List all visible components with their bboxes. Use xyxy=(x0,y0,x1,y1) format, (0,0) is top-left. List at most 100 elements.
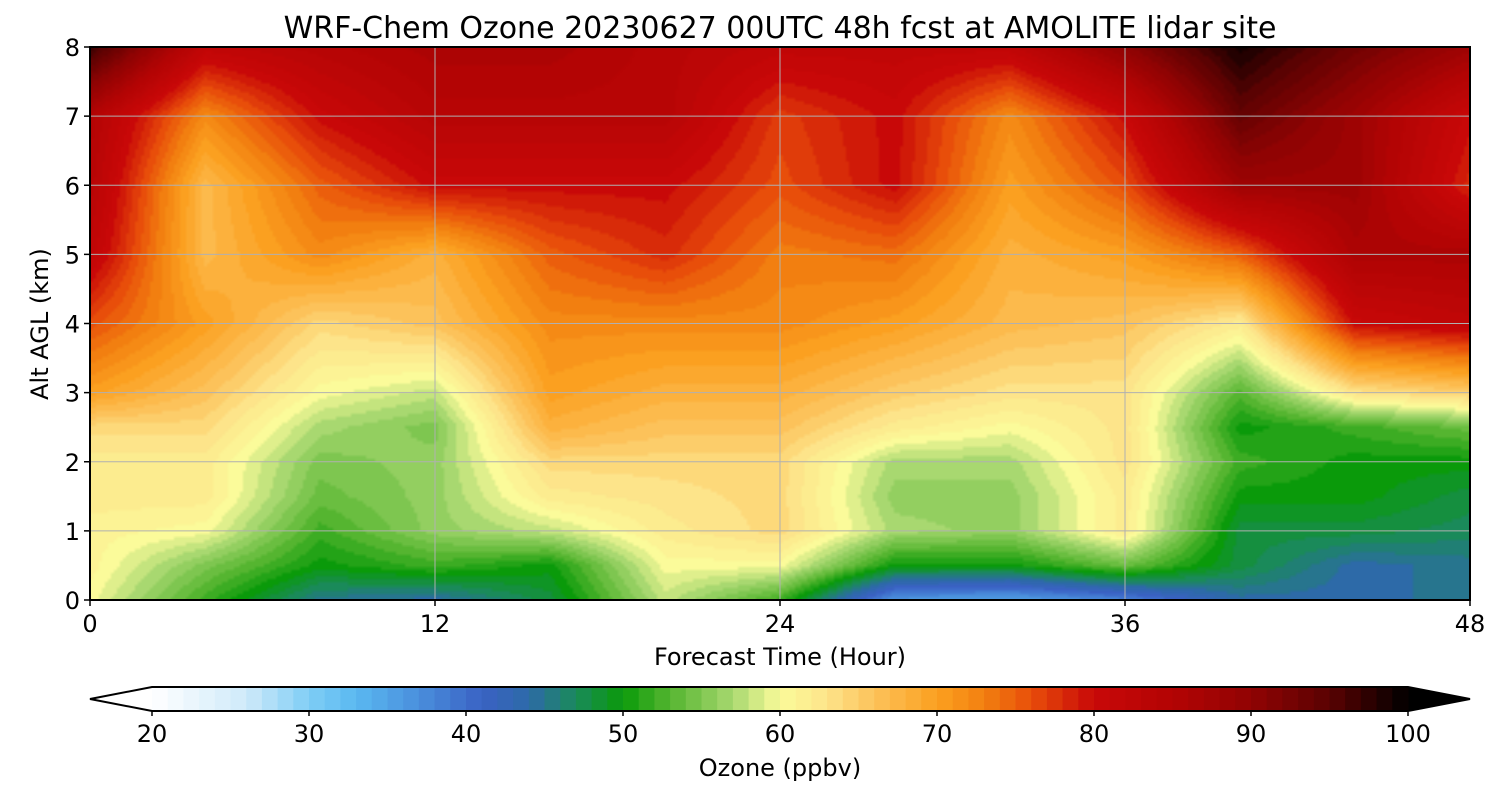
colorbar-level xyxy=(575,687,593,711)
colorbar-level xyxy=(544,687,561,711)
colorbar-tick-label: 20 xyxy=(137,720,168,748)
colorbar-tick-label: 100 xyxy=(1385,720,1431,748)
colorbar-level xyxy=(591,687,608,711)
colorbar-level xyxy=(293,687,310,711)
y-axis-label: Alt AGL (km) xyxy=(26,248,54,400)
colorbar-level xyxy=(466,687,483,711)
colorbar-label: Ozone (ppbv) xyxy=(699,754,861,782)
y-axis-ticks: 0 1 2 3 4 5 6 7 8 xyxy=(65,34,90,615)
colorbar-level xyxy=(513,687,530,711)
colorbar-level xyxy=(1235,687,1252,711)
colorbar-level xyxy=(418,687,436,711)
colorbar-level xyxy=(214,687,232,711)
colorbar-level xyxy=(340,687,357,711)
x-axis-label: Forecast Time (Hour) xyxy=(654,643,906,671)
y-tick-label: 0 xyxy=(65,587,80,615)
colorbar-level xyxy=(701,687,718,711)
colorbar-level xyxy=(1313,687,1331,711)
colorbar-level xyxy=(795,687,812,711)
x-tick-label: 12 xyxy=(420,610,451,638)
colorbar-level xyxy=(167,687,184,711)
colorbar-level xyxy=(968,687,985,711)
colorbar-level xyxy=(1031,687,1048,711)
colorbar-level xyxy=(717,687,734,711)
colorbar-level xyxy=(309,687,326,711)
colorbar-level xyxy=(1203,687,1221,711)
colorbar-level xyxy=(434,687,451,711)
colorbar-level xyxy=(952,687,969,711)
colorbar-level xyxy=(450,687,467,711)
colorbar-level xyxy=(246,687,263,711)
colorbar-level xyxy=(1282,687,1299,711)
y-tick-label: 8 xyxy=(65,34,80,62)
colorbar-level xyxy=(638,687,655,711)
colorbar-level xyxy=(199,687,216,711)
colorbar-level xyxy=(780,687,797,711)
colorbar-level xyxy=(858,687,875,711)
colorbar-level xyxy=(732,687,750,711)
colorbar-level xyxy=(1360,687,1378,711)
colorbar-level xyxy=(1062,687,1079,711)
y-tick-label: 5 xyxy=(65,241,80,269)
colorbar-tick-label: 70 xyxy=(922,720,953,748)
colorbar-level xyxy=(1345,687,1362,711)
colorbar-tick-label: 90 xyxy=(1236,720,1267,748)
colorbar-level xyxy=(183,687,200,711)
colorbar-level xyxy=(560,687,577,711)
colorbar-tick-label: 50 xyxy=(608,720,639,748)
colorbar-level xyxy=(528,687,546,711)
colorbar-level xyxy=(1251,687,1268,711)
x-tick-label: 36 xyxy=(1110,610,1141,638)
colorbar-tick-label: 40 xyxy=(451,720,482,748)
colorbar-level xyxy=(685,687,703,711)
colorbar-tick-label: 30 xyxy=(294,720,325,748)
colorbar-level xyxy=(607,687,624,711)
colorbar-level xyxy=(1109,687,1126,711)
colorbar-over-arrow xyxy=(1408,687,1470,711)
y-tick-label: 6 xyxy=(65,172,80,200)
colorbar-level xyxy=(1266,687,1283,711)
colorbar-level xyxy=(764,687,781,711)
colorbar-level xyxy=(937,687,954,711)
colorbar-level xyxy=(371,687,389,711)
y-tick-label: 2 xyxy=(65,449,80,477)
colorbar-level xyxy=(481,687,498,711)
colorbar-level xyxy=(874,687,891,711)
chart-title: WRF-Chem Ozone 20230627 00UTC 48h fcst a… xyxy=(284,11,1277,46)
colorbar-level xyxy=(1329,687,1346,711)
colorbar-level xyxy=(403,687,420,711)
colorbar-level xyxy=(1188,687,1205,711)
x-tick-label: 24 xyxy=(765,610,796,638)
x-axis-ticks: 0 12 24 36 48 xyxy=(82,600,1485,638)
colorbar-level xyxy=(1125,687,1142,711)
colorbar-level xyxy=(497,687,514,711)
colorbar-level xyxy=(827,687,844,711)
y-tick-label: 3 xyxy=(65,380,80,408)
colorbar-level xyxy=(356,687,373,711)
colorbar-level xyxy=(1094,687,1111,711)
colorbar-level xyxy=(1078,687,1095,711)
colorbar-level xyxy=(842,687,860,711)
colorbar-level xyxy=(1156,687,1174,711)
colorbar-level xyxy=(230,687,247,711)
colorbar-tick-label: 80 xyxy=(1079,720,1110,748)
x-tick-label: 0 xyxy=(82,610,97,638)
colorbar-level xyxy=(277,687,294,711)
colorbar-tick-label: 60 xyxy=(765,720,796,748)
colorbar-level xyxy=(623,687,640,711)
colorbar-level xyxy=(1015,687,1032,711)
colorbar-level xyxy=(905,687,922,711)
colorbar-level xyxy=(1298,687,1315,711)
y-tick-label: 7 xyxy=(65,103,80,131)
colorbar-level xyxy=(811,687,828,711)
colorbar-level xyxy=(748,687,765,711)
grid-lines xyxy=(90,47,1470,600)
y-tick-label: 1 xyxy=(65,518,80,546)
colorbar-level xyxy=(1141,687,1158,711)
colorbar-level xyxy=(670,687,687,711)
x-tick-label: 48 xyxy=(1455,610,1486,638)
colorbar-under-arrow xyxy=(90,687,152,711)
colorbar-level xyxy=(1376,687,1393,711)
colorbar-level xyxy=(387,687,404,711)
